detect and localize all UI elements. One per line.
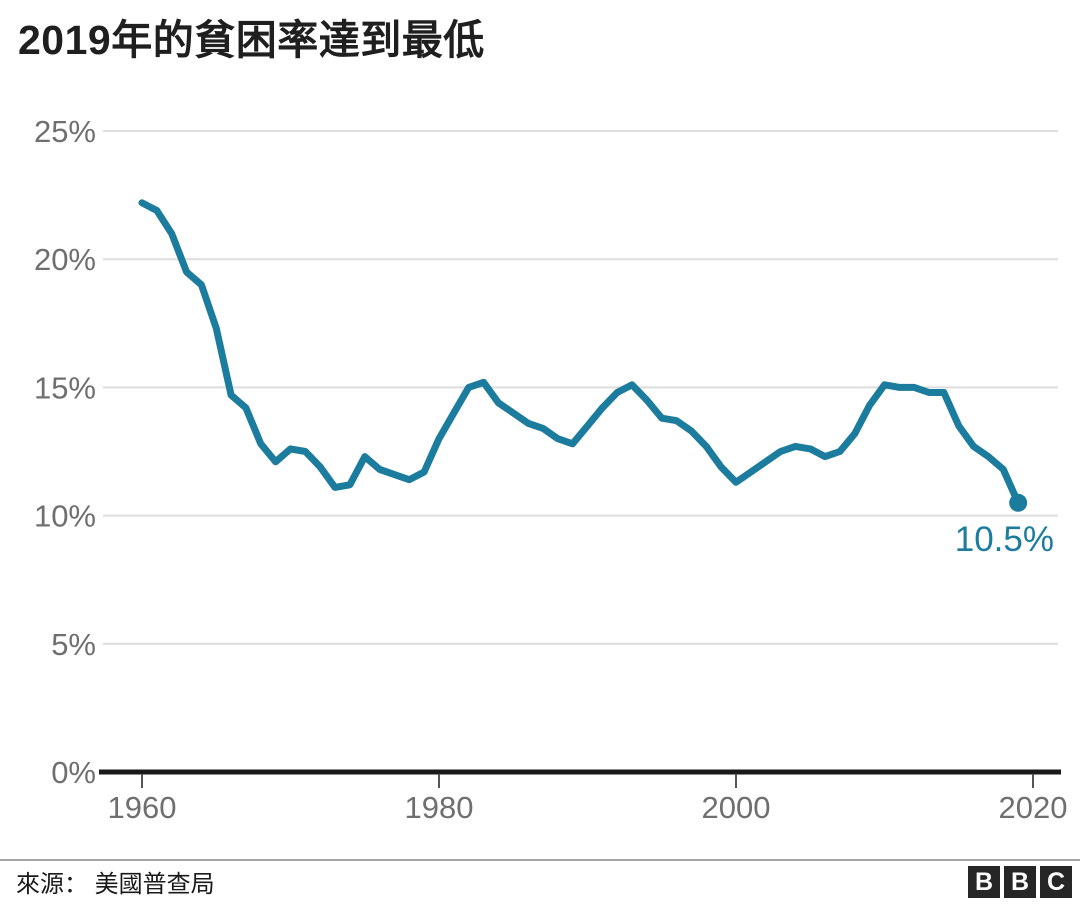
bbc-logo-letter: B [1004,866,1036,898]
y-axis-tick-label: 20% [34,242,96,277]
x-axis-tick-label: 2000 [702,790,771,825]
bbc-logo-letter: C [1040,866,1072,898]
end-point-marker [1009,493,1028,512]
x-axis-tick-label: 2020 [999,790,1068,825]
poverty-rate-line [138,199,1022,507]
x-axis-tick-label: 1980 [405,790,474,825]
y-axis-tick-label: 25% [34,114,96,149]
chart-title: 2019年的貧困率達到最低 [18,17,485,63]
y-axis-tick-label: 10% [34,499,96,534]
y-axis-tick-label: 5% [51,627,96,662]
source-label: 來源： 美國普查局 [16,871,215,898]
poverty-line-chart: 25% 20% 15% 10% 5% 0% 1960 1980 2000 2020 10.5% [34,114,1068,825]
footer-divider [0,859,1080,861]
bbc-logo: B B C [968,866,1072,898]
y-axis-tick-label: 15% [34,370,96,405]
y-axis-tick-label: 0% [51,755,96,790]
end-value-label: 10.5% [955,520,1054,559]
x-axis-tick-label: 1960 [108,790,177,825]
bbc-logo-letter: B [968,866,1000,898]
